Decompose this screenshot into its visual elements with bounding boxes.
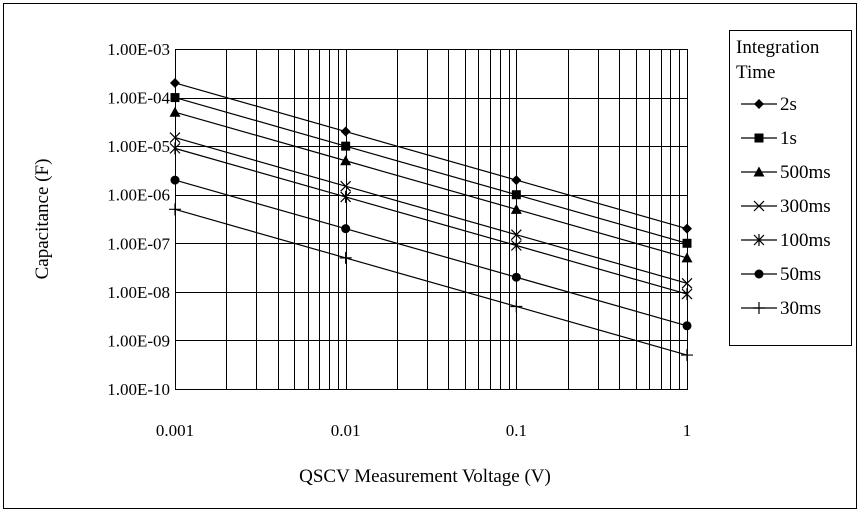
series-100ms — [169, 142, 693, 301]
data-point — [510, 203, 522, 214]
data-point — [170, 175, 180, 185]
series-1s — [170, 93, 692, 248]
legend-label: 300ms — [780, 196, 831, 217]
data-point — [682, 223, 692, 234]
series-500ms — [169, 106, 693, 263]
legend-title-line-1: Integration — [736, 37, 820, 58]
y-tick-label: 1.00E-08 — [107, 283, 170, 302]
data-point — [511, 272, 521, 282]
legend-entry: 300ms — [741, 196, 831, 217]
data-point — [510, 229, 522, 241]
legend-entry: 500ms — [741, 162, 831, 183]
legend-marker — [754, 269, 764, 279]
legend-entry: 100ms — [741, 230, 831, 251]
data-point — [169, 203, 181, 216]
series-line — [174, 111, 688, 259]
y-tick-label: 1.00E-05 — [107, 137, 170, 156]
y-tick-label: 1.00E-09 — [107, 331, 170, 350]
x-tick-label: 0.1 — [506, 421, 527, 440]
x-tick-label: 0.01 — [331, 421, 361, 440]
legend-marker — [753, 166, 765, 177]
grid — [175, 49, 688, 390]
data-point — [170, 93, 180, 103]
data-point — [682, 238, 692, 248]
legend-label: 30ms — [780, 298, 821, 319]
y-tick-label: 1.00E-07 — [107, 234, 170, 253]
legend-marker — [753, 302, 765, 314]
series-line — [174, 137, 688, 284]
axes-layer: Capacitance (F) QSCV Measurement Voltage… — [32, 40, 691, 487]
plot-area-frame — [175, 49, 688, 390]
y-tick-label: 1.00E-06 — [107, 186, 170, 205]
data-point — [340, 190, 352, 203]
data-point — [340, 126, 351, 137]
data-point — [340, 155, 352, 166]
y-tick-label: 1.00E-03 — [107, 40, 170, 59]
data-point — [169, 142, 181, 155]
legend-label: 100ms — [780, 230, 831, 251]
data-point — [339, 251, 352, 264]
data-point — [170, 77, 180, 88]
data-point — [681, 349, 693, 362]
data-point — [169, 132, 181, 144]
y-tick-label: 1.00E-10 — [107, 380, 170, 399]
legend-title-line-2: Time — [736, 62, 775, 83]
series-line — [174, 179, 688, 327]
series-line — [174, 82, 688, 230]
data-point — [682, 321, 692, 331]
legend-label: 50ms — [780, 264, 821, 285]
legend: Integration Time 2s 1s 500ms 300ms 100ms 50ms… — [729, 30, 852, 346]
series-2s — [170, 77, 692, 234]
legend-entry: 1s — [741, 128, 797, 149]
series-300ms — [169, 132, 693, 289]
data-point — [681, 252, 693, 263]
data-point — [341, 141, 351, 151]
y-axis-title: Capacitance (F) — [32, 159, 53, 280]
outer-border — [3, 3, 857, 509]
data-point — [340, 180, 352, 192]
legend-marker — [753, 234, 765, 246]
data-point — [510, 300, 523, 313]
legend-marker — [754, 99, 764, 109]
data-point — [341, 224, 351, 234]
data-point — [511, 175, 522, 186]
y-tick-label: 1.00E-04 — [107, 89, 170, 108]
x-tick-label: 0.001 — [156, 421, 194, 440]
legend-marker — [754, 133, 764, 143]
legend-marker — [753, 200, 765, 212]
legend-entry: 50ms — [741, 264, 821, 285]
series-layer — [169, 77, 693, 362]
legend-box — [729, 30, 852, 346]
data-point — [169, 106, 181, 117]
legend-entry: 30ms — [741, 298, 821, 319]
legend-entry: 2s — [741, 94, 797, 115]
series-30ms — [169, 203, 693, 362]
legend-label: 2s — [780, 94, 797, 115]
data-point — [511, 190, 521, 200]
legend-label: 1s — [780, 128, 797, 149]
x-tick-label: 1 — [683, 421, 692, 440]
series-line — [174, 208, 688, 356]
x-axis-title: QSCV Measurement Voltage (V) — [299, 466, 551, 487]
legend-label: 500ms — [780, 162, 831, 183]
data-point — [681, 277, 693, 289]
series-line — [174, 96, 688, 244]
series-line — [174, 147, 688, 295]
data-point — [510, 239, 522, 252]
data-point — [681, 288, 693, 301]
series-50ms — [170, 175, 692, 331]
